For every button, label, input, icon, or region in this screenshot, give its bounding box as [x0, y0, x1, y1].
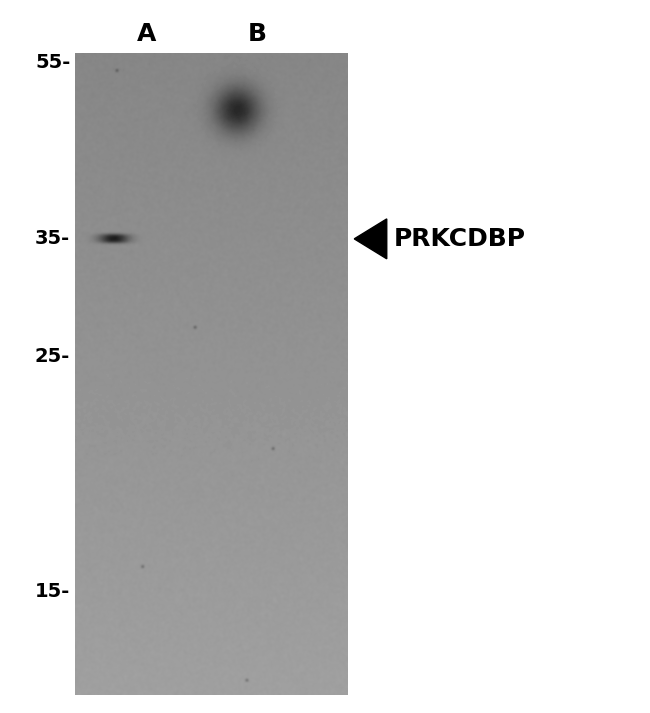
- Text: 35-: 35-: [35, 230, 70, 248]
- Text: 15-: 15-: [35, 583, 70, 601]
- Polygon shape: [354, 219, 387, 259]
- Text: B: B: [247, 22, 266, 46]
- Text: PRKCDBP: PRKCDBP: [393, 227, 525, 251]
- Text: 25-: 25-: [35, 347, 70, 366]
- Text: A: A: [136, 22, 156, 46]
- Text: 55-: 55-: [35, 53, 70, 72]
